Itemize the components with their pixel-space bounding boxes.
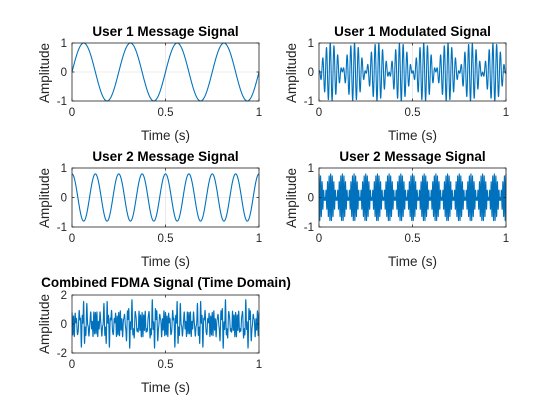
plot-user1-message: User 1 Message Signal Amplitude Time (s)… (37, 24, 262, 143)
x-tick-label: 0.5 (405, 233, 421, 245)
y-tick-label: -1 (57, 222, 67, 234)
x-tick-label: 0.5 (405, 107, 421, 119)
x-tick-label: 1 (503, 107, 509, 119)
y-tick-label: 1 (61, 38, 67, 50)
y-tick-label: 0 (61, 67, 67, 79)
y-axis-label: Amplitude (284, 168, 299, 228)
x-tick-label: 1 (256, 107, 262, 119)
y-tick-label: 2 (61, 290, 67, 302)
y-axis-label: Amplitude (37, 43, 52, 103)
plot-title: User 1 Modulated Signal (334, 24, 491, 39)
x-tick-label: 1 (256, 233, 262, 245)
y-tick-label: -2 (57, 348, 67, 360)
y-tick-label: -1 (304, 96, 314, 108)
x-tick-label: 0.5 (158, 233, 174, 245)
series-line (71, 173, 260, 222)
x-tick-label: 0 (316, 107, 322, 119)
x-axis-label: Time (s) (388, 254, 437, 269)
plot-title: User 2 Message Signal (92, 149, 238, 164)
plot-combined-fdma: Combined FDMA Signal (Time Domain) Ampli… (37, 275, 291, 395)
plot-user2-message: User 2 Message Signal Amplitude Time (s)… (37, 149, 262, 269)
y-tick-label: -1 (57, 96, 67, 108)
series-line (318, 173, 507, 222)
x-tick-label: 0 (69, 107, 75, 119)
y-tick-label: 1 (61, 163, 67, 175)
plot-user1-modulated: User 1 Modulated Signal Amplitude Time (… (284, 24, 509, 143)
x-tick-label: 0.5 (158, 359, 174, 371)
x-tick-label: 1 (503, 233, 509, 245)
y-axis-label: Amplitude (284, 43, 299, 103)
x-tick-label: 0 (69, 359, 75, 371)
x-tick-label: 0 (316, 233, 322, 245)
plot-title: User 1 Message Signal (92, 24, 238, 39)
y-tick-label: 1 (308, 163, 314, 175)
y-tick-label: -1 (304, 222, 314, 234)
x-tick-label: 1 (256, 359, 262, 371)
plot-title: User 2 Message Signal (339, 149, 485, 164)
x-axis-label: Time (s) (388, 128, 437, 143)
series-line (71, 299, 260, 349)
x-axis-label: Time (s) (141, 254, 190, 269)
series-line (71, 42, 260, 102)
x-tick-label: 0 (69, 233, 75, 245)
x-axis-label: Time (s) (141, 128, 190, 143)
y-axis-label: Amplitude (37, 168, 52, 228)
y-axis-label: Amplitude (37, 294, 52, 354)
y-tick-label: 0 (61, 193, 67, 205)
y-tick-label: 0 (308, 67, 314, 79)
y-tick-label: 0 (61, 319, 67, 331)
y-tick-label: 0 (308, 193, 314, 205)
x-tick-label: 0.5 (158, 107, 174, 119)
y-tick-label: 1 (308, 38, 314, 50)
x-axis-label: Time (s) (141, 380, 190, 395)
plot-user2-modulated: User 2 Message Signal Amplitude Time (s)… (284, 149, 509, 269)
series-line (318, 42, 507, 102)
plot-title: Combined FDMA Signal (Time Domain) (41, 275, 291, 290)
